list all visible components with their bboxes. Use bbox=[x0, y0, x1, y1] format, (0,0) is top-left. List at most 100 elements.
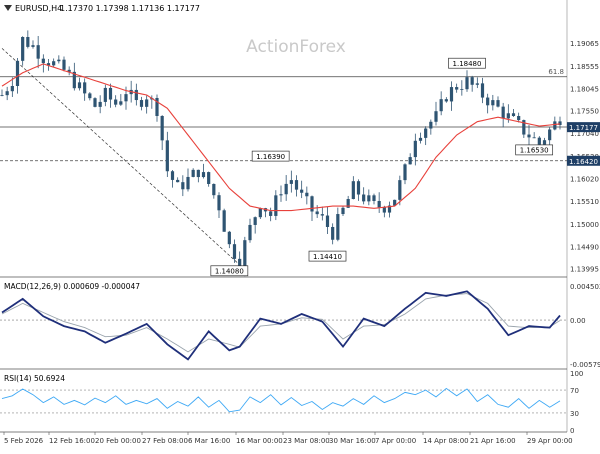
candle-body bbox=[387, 205, 392, 213]
candle-body bbox=[72, 71, 76, 89]
candle-body bbox=[362, 194, 366, 202]
candle-body bbox=[506, 113, 510, 119]
candle-body bbox=[486, 97, 490, 106]
candle-body bbox=[522, 120, 526, 135]
candle-body bbox=[212, 183, 216, 196]
symbol-label: EURUSD,H4 bbox=[15, 4, 62, 13]
price-tick-label: 1.17550 bbox=[570, 108, 599, 116]
candle-body bbox=[418, 137, 423, 141]
candle-body bbox=[103, 87, 107, 102]
candle-body bbox=[377, 200, 381, 208]
candle-body bbox=[455, 87, 459, 90]
candle-body bbox=[10, 86, 14, 92]
candle-body bbox=[501, 106, 505, 119]
candle-body bbox=[207, 172, 211, 184]
candle-body bbox=[532, 137, 536, 139]
candle-body bbox=[491, 100, 495, 106]
rsi-title: RSI(14) 50.6924 bbox=[4, 374, 65, 383]
candle-body bbox=[382, 207, 386, 213]
candle-body bbox=[548, 129, 552, 141]
price-tick-label: 1.18045 bbox=[570, 86, 599, 94]
candle-body bbox=[134, 89, 138, 101]
ohlc-label: 1.17370 1.17398 1.17136 1.17177 bbox=[60, 4, 200, 13]
price-annotation-label: 1.14410 bbox=[313, 253, 342, 261]
candle-body bbox=[465, 77, 469, 90]
candle-body bbox=[480, 83, 485, 98]
candle-body bbox=[57, 59, 61, 62]
candle-body bbox=[511, 113, 516, 117]
candle-body bbox=[62, 59, 66, 70]
candle-body bbox=[305, 192, 309, 197]
x-tick-label: 20 Feb 00:00 bbox=[95, 437, 141, 445]
candle-body bbox=[320, 214, 324, 216]
candle-body bbox=[227, 231, 231, 245]
candle-body bbox=[145, 99, 149, 107]
candle-body bbox=[496, 100, 500, 107]
price-tick-label: 1.13995 bbox=[570, 266, 599, 274]
macd-signal-line bbox=[1, 293, 561, 353]
candle-body bbox=[21, 36, 25, 61]
candle-body bbox=[119, 101, 123, 105]
x-tick-label: 21 Apr 16:00 bbox=[470, 437, 516, 445]
rsi-tick-label: 30 bbox=[570, 410, 579, 418]
candle-body bbox=[274, 195, 278, 216]
candle-body bbox=[424, 128, 428, 138]
candle-body bbox=[553, 121, 557, 130]
candle-body bbox=[108, 87, 113, 100]
macd-tick-label: -0.005791 bbox=[570, 361, 600, 369]
candle-body bbox=[537, 137, 541, 145]
candle-body bbox=[139, 100, 144, 107]
candle-body bbox=[52, 61, 56, 66]
collapse-triangle-icon[interactable] bbox=[4, 5, 12, 11]
candle-body bbox=[351, 181, 355, 200]
price-annotation-label: 1.16390 bbox=[256, 153, 285, 161]
price-tick-label: 1.19065 bbox=[570, 40, 599, 48]
trendline bbox=[1, 48, 240, 266]
macd-main-line bbox=[1, 290, 561, 361]
x-tick-label: 16 Mar 00:00 bbox=[236, 437, 283, 445]
x-tick-label: 27 Feb 08:00 bbox=[142, 437, 188, 445]
candle-body bbox=[31, 45, 35, 47]
x-tick-label: 6 Mar 16:00 bbox=[188, 437, 230, 445]
candle-body bbox=[170, 171, 175, 180]
candle-body bbox=[398, 180, 402, 200]
x-tick-label: 12 Feb 16:00 bbox=[49, 437, 95, 445]
candle-body bbox=[403, 164, 407, 181]
price-panel: 1.13995 1.14490 1.15000 1.15510 1.16020 1.165… bbox=[0, 30, 600, 277]
price-annotation-box bbox=[308, 250, 347, 262]
candle-body bbox=[300, 189, 304, 193]
candle-body bbox=[26, 36, 30, 47]
candle-body bbox=[176, 179, 180, 183]
level-price-tag bbox=[567, 155, 600, 166]
candle-body bbox=[310, 196, 314, 212]
price-tick-label: 1.14490 bbox=[570, 244, 599, 252]
macd-tick-label: 0.00 bbox=[570, 317, 586, 325]
rsi-tick-label: 70 bbox=[570, 387, 579, 395]
candle-body bbox=[289, 180, 293, 184]
candle-body bbox=[165, 140, 169, 172]
candle-body bbox=[88, 93, 92, 99]
candle-body bbox=[98, 101, 102, 107]
current-price-label: 1.17177 bbox=[569, 124, 598, 132]
candle-body bbox=[542, 140, 547, 145]
candle-body bbox=[186, 176, 190, 190]
price-tick-label: 1.15510 bbox=[570, 198, 599, 206]
candle-body bbox=[294, 180, 299, 190]
price-annotation-box bbox=[448, 57, 486, 69]
candle-body bbox=[356, 181, 361, 195]
candle-body bbox=[155, 97, 159, 117]
x-tick-label: 23 Mar 08:00 bbox=[283, 437, 330, 445]
candle-body bbox=[517, 116, 521, 121]
price-tick-label: 1.15000 bbox=[570, 221, 599, 229]
x-axis: 5 Feb 2026 12 Feb 16:00 20 Feb 00:00 27 Feb… bbox=[3, 432, 573, 445]
candle-body bbox=[201, 172, 206, 178]
candle-body bbox=[408, 157, 412, 165]
candle-body bbox=[196, 169, 200, 178]
x-tick-label: 30 Mar 16:00 bbox=[329, 437, 376, 445]
candle-body bbox=[238, 258, 242, 268]
x-tick-label: 5 Feb 2026 bbox=[4, 437, 44, 445]
level-price-label: 1.16420 bbox=[569, 158, 598, 166]
candle-body bbox=[325, 215, 330, 227]
